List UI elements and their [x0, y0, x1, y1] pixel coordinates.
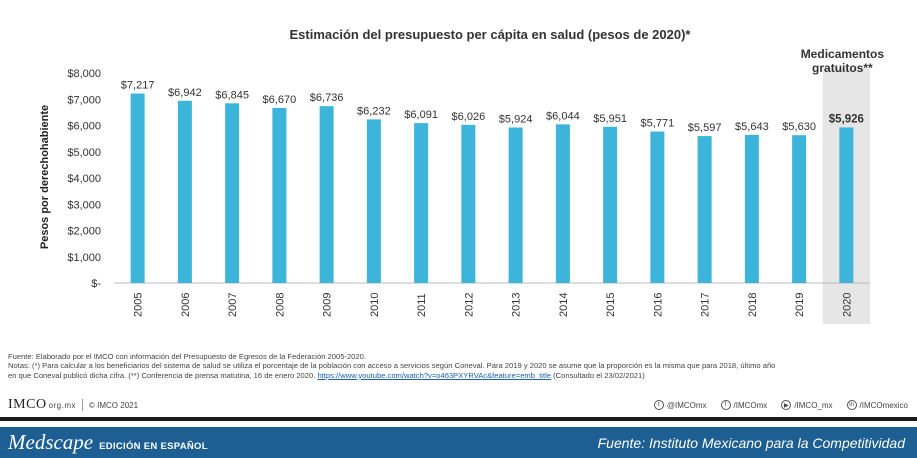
bar [508, 127, 523, 284]
y-tick-label: $1,000 [67, 252, 101, 264]
imco-copyright: © IMCO 2021 [89, 400, 139, 410]
divider [82, 399, 84, 411]
bar [272, 107, 287, 283]
social-link-1[interactable]: f/IMCOmx [720, 400, 768, 410]
y-tick-label: $3,000 [67, 199, 101, 211]
social-handle: /IMCOmx [733, 400, 768, 410]
data-label: $6,942 [168, 87, 202, 99]
data-label: $7,217 [121, 80, 155, 92]
youtube-link[interactable]: https://www.youtube.com/watch?v=o463PXYR… [317, 370, 552, 380]
x-tick-label: 2019 [794, 293, 806, 317]
brand: Medscape EDICIÓN EN ESPAÑOL [8, 430, 208, 455]
linkedin-icon: in [846, 400, 857, 410]
x-tick-label: 2007 [227, 293, 239, 317]
imco-bar: IMCO org.mx © IMCO 2021 t @IMCOmx f/IMCOmx ▶… [8, 396, 908, 414]
y-axis-label: Pesos por derechohabiente [39, 105, 51, 249]
data-label: $5,630 [782, 121, 816, 133]
y-tick-label: $- [91, 278, 101, 290]
bar [697, 136, 712, 283]
data-label: $5,924 [499, 113, 533, 125]
data-label: $6,091 [404, 109, 438, 121]
x-tick-label: 2017 [700, 293, 712, 317]
data-label: $5,926 [829, 113, 864, 125]
source-note: Fuente: Elaborado por el IMCO con inform… [8, 352, 366, 361]
chart-title: Estimación del presupuesto per cápita en… [290, 27, 692, 42]
edition-label: EDICIÓN EN ESPAÑOL [99, 441, 208, 452]
data-label: $6,044 [546, 110, 580, 122]
data-label: $6,232 [357, 105, 391, 117]
y-tick-label: $5,000 [67, 147, 101, 159]
bar [225, 103, 240, 283]
bar [650, 131, 665, 283]
x-tick-label: 2012 [463, 293, 475, 317]
bar [177, 100, 192, 284]
y-tick-label: $2,000 [67, 226, 101, 238]
social-handle: /IMCOmexico [859, 400, 908, 410]
y-tick-label: $7,000 [67, 94, 101, 106]
chart-notes: Fuente: Elaborado por el IMCO con inform… [8, 352, 908, 380]
consulted-date: (Consultado el 23/02/2021) [553, 370, 645, 380]
medscape-logo: Medscape [8, 430, 94, 454]
notes-line-1: Notas: (*) Para calcular a los beneficia… [8, 361, 776, 371]
footer-source: Fuente: Instituto Mexicano para la Compe… [597, 434, 905, 451]
imco-logo-text: IMCO [8, 397, 47, 412]
highlight-label: Medicamentos gratuitos** [801, 47, 885, 75]
bar [366, 119, 381, 283]
social-link-3[interactable]: in/IMCOmexico [846, 400, 908, 410]
social-link-2[interactable]: ▶/IMCO_mx [781, 400, 833, 410]
y-tick-label: $8,000 [67, 68, 101, 80]
bar [839, 127, 854, 283]
data-label: $5,771 [641, 118, 675, 130]
y-tick-label: $6,000 [67, 121, 101, 133]
x-tick-label: 2020 [841, 293, 853, 317]
x-tick-label: 2011 [416, 293, 428, 317]
social-link-0[interactable]: t @IMCOmx [653, 400, 707, 410]
x-tick-label: 2014 [558, 293, 570, 317]
divider-bar [0, 417, 917, 421]
bar-chart: Estimación del presupuesto per cápita en… [39, 27, 885, 324]
data-label: $6,026 [452, 111, 486, 123]
data-label: $6,670 [263, 94, 297, 106]
bar [461, 124, 476, 283]
data-label: $5,951 [593, 113, 627, 125]
x-tick-label: 2018 [747, 293, 759, 317]
bar [319, 106, 334, 284]
social-handle: @IMCOmx [666, 400, 707, 410]
social-handle: /IMCO_mx [794, 400, 833, 410]
x-tick-label: 2009 [322, 293, 334, 317]
bar [603, 126, 618, 283]
data-label: $6,845 [215, 89, 249, 101]
x-tick-label: 2006 [180, 293, 192, 317]
notes-line-2-text: en que Coneval publicó dicha cifra. (**)… [8, 370, 316, 380]
x-tick-label: 2010 [369, 293, 381, 317]
bar [555, 124, 570, 283]
data-label: $5,643 [735, 121, 769, 133]
notes-line-2: en que Coneval publicó dicha cifra. (**)… [8, 371, 908, 380]
bar [792, 135, 807, 283]
x-tick-label: 2016 [652, 293, 664, 317]
x-tick-label: 2015 [605, 293, 617, 317]
imco-domain: org.mx [48, 401, 77, 410]
x-tick-label: 2008 [274, 293, 286, 317]
twitter-icon: t [653, 400, 664, 410]
data-label: $6,736 [310, 92, 344, 104]
y-tick-label: $4,000 [67, 173, 101, 185]
bar [130, 93, 145, 284]
imco-logo: IMCO org.mx [8, 397, 76, 413]
bar [744, 134, 759, 283]
data-label: $5,597 [688, 122, 722, 134]
x-tick-label: 2013 [511, 293, 523, 317]
youtube-icon: ▶ [781, 400, 792, 410]
footer-bar: Medscape EDICIÓN EN ESPAÑOL Fuente: Inst… [0, 427, 917, 458]
social-links: t @IMCOmx f/IMCOmx ▶/IMCO_mx in/IMCOmexico [653, 400, 908, 410]
facebook-icon: f [720, 400, 731, 410]
bar [414, 123, 429, 283]
x-tick-label: 2005 [133, 293, 145, 317]
